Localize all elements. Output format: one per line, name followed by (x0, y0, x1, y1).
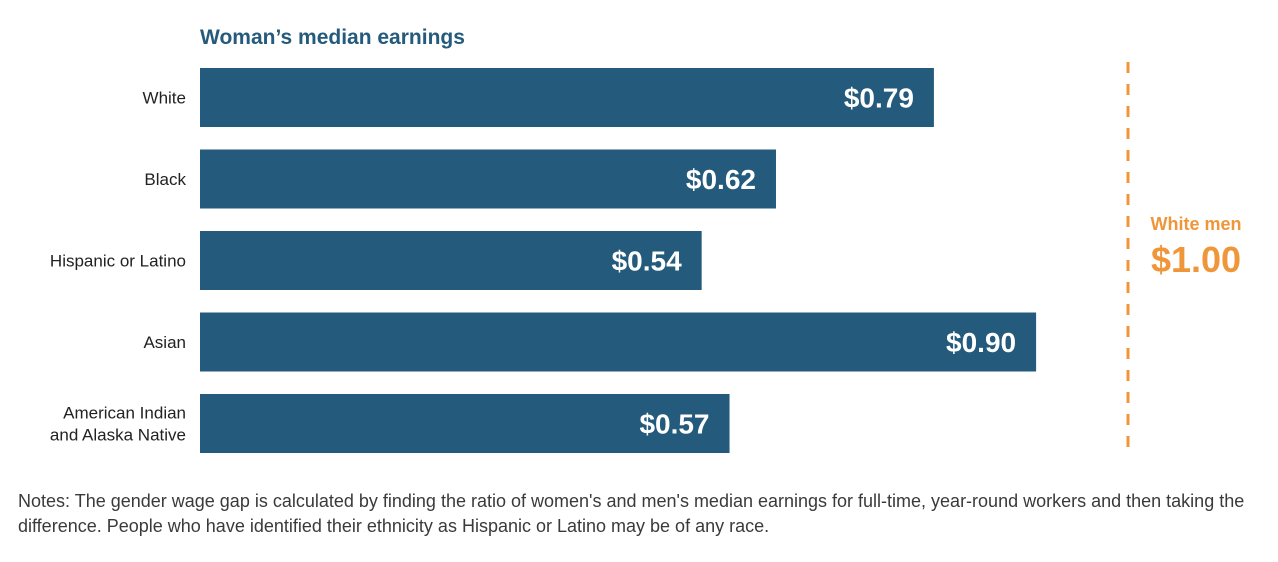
category-label: White (143, 89, 186, 108)
category-label: Hispanic or Latino (50, 252, 186, 271)
category-label: Black (144, 170, 186, 189)
bar (200, 231, 702, 290)
category-label: American Indian (63, 404, 186, 423)
bar (200, 68, 934, 127)
category-labels: White Black Hispanic or Latino Asian America… (50, 89, 187, 445)
bar-value-label: $0.90 (946, 327, 1016, 358)
chart-title: Woman’s median earnings (200, 26, 465, 49)
bar-value-label: $0.57 (639, 409, 709, 440)
bar-value-label: $0.79 (844, 83, 914, 114)
reference-label: White men (1150, 214, 1241, 234)
bar-value-labels: $0.79 $0.62 $0.54 $0.90 $0.57 (612, 83, 1017, 440)
bar-value-label: $0.54 (612, 246, 682, 277)
earnings-bar-chart: Woman’s median earnings White Black Hispan… (50, 26, 1242, 456)
reference-value: $1.00 (1151, 239, 1241, 280)
bar (200, 394, 730, 453)
bars (200, 68, 1037, 453)
category-label: and Alaska Native (50, 426, 186, 445)
category-label: Asian (143, 333, 186, 352)
bar-value-label: $0.62 (686, 164, 756, 195)
chart-notes: Notes: The gender wage gap is calculated… (18, 491, 1245, 536)
bar (200, 312, 1037, 372)
bar (200, 149, 776, 209)
